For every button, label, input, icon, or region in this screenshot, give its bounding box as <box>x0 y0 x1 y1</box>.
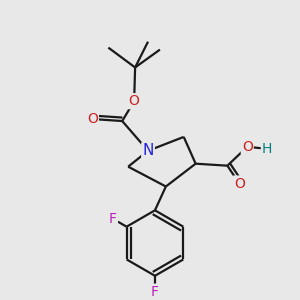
Text: O: O <box>87 112 98 126</box>
Text: O: O <box>234 176 245 190</box>
Text: O: O <box>129 94 140 108</box>
Text: H: H <box>262 142 272 156</box>
Text: F: F <box>109 212 117 226</box>
Text: O: O <box>242 140 253 154</box>
Text: F: F <box>151 285 159 299</box>
Text: N: N <box>142 143 154 158</box>
